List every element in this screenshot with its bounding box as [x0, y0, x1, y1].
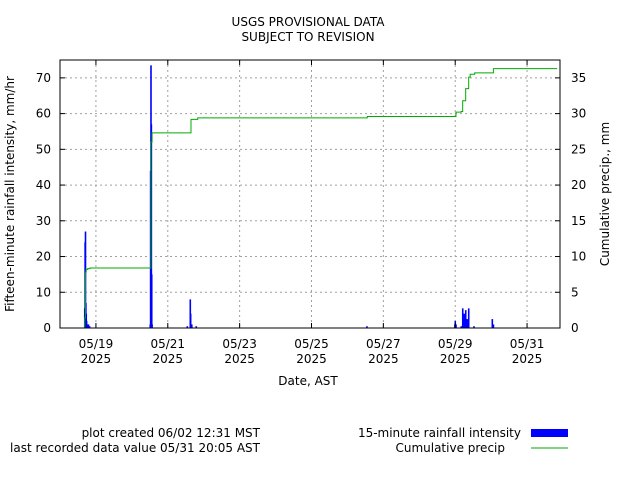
chart-title: USGS PROVISIONAL DATA	[232, 15, 386, 29]
intensity-bar	[366, 326, 368, 328]
x-tick-year-label: 2025	[224, 352, 255, 366]
y-axis-label: Fifteen-minute rainfall intensity, mm/hr	[3, 76, 17, 312]
chart-subtitle: SUBJECT TO REVISION	[241, 30, 374, 44]
intensity-bar	[151, 324, 153, 328]
y-tick-label: 70	[36, 71, 51, 85]
x-tick-label: 05/29	[438, 337, 473, 351]
y2-tick-label: 25	[571, 142, 586, 156]
intensity-bar	[195, 326, 198, 328]
intensity-bar	[492, 324, 495, 328]
intensity-bars	[83, 65, 495, 329]
x-tick-label: 05/25	[294, 337, 329, 351]
intensity-bar	[86, 324, 89, 328]
plot-frame	[59, 59, 561, 329]
x-tick-year-label: 2025	[81, 352, 112, 366]
x-axis-ticks: 05/19202505/21202505/23202505/25202505/2…	[79, 60, 545, 366]
legend-intensity-label: 15-minute rainfall intensity	[358, 426, 521, 440]
y2-axis-label: Cumulative precip., mm	[598, 122, 612, 266]
y-tick-label: 10	[36, 285, 51, 299]
intensity-bar	[87, 324, 90, 328]
x-tick-label: 05/23	[222, 337, 257, 351]
intensity-bar	[464, 310, 467, 328]
last-recorded-note: last recorded data value 05/31 20:05 AST	[10, 441, 261, 455]
y-tick-label: 50	[36, 142, 51, 156]
intensity-bar	[189, 313, 192, 328]
y2-tick-label: 35	[571, 71, 586, 85]
intensity-bar	[455, 324, 457, 328]
intensity-bar	[190, 324, 193, 328]
x-tick-label: 05/27	[366, 337, 401, 351]
left-axis-ticks: 0 10 20 30 40 50 60 70	[36, 71, 65, 335]
grid-lines	[60, 60, 560, 328]
y-tick-label: 60	[36, 107, 51, 121]
y2-tick-label: 0	[571, 321, 579, 335]
x-tick-label: 05/31	[510, 337, 545, 351]
x-tick-label: 05/19	[79, 337, 114, 351]
intensity-bar	[150, 274, 153, 328]
intensity-bar	[463, 313, 466, 328]
intensity-bar	[460, 326, 463, 328]
intensity-bar	[88, 326, 91, 328]
y2-tick-label: 30	[571, 107, 586, 121]
intensity-bar	[491, 319, 494, 328]
x-tick-year-label: 2025	[368, 352, 399, 366]
y-tick-label: 30	[36, 214, 51, 228]
legend-intensity-swatch	[531, 429, 568, 437]
intensity-bar	[186, 326, 189, 328]
y-tick-label: 0	[43, 321, 51, 335]
y2-tick-label: 10	[571, 250, 586, 264]
intensity-bar	[473, 326, 475, 328]
y2-tick-label: 5	[571, 285, 579, 299]
intensity-bar	[466, 319, 469, 328]
intensity-bar	[461, 308, 464, 328]
plot-created-note: plot created 06/02 12:31 MST	[82, 426, 261, 440]
x-tick-year-label: 2025	[153, 352, 184, 366]
intensity-bar	[467, 308, 470, 328]
x-tick-year-label: 2025	[440, 352, 471, 366]
legend-cumulative-label: Cumulative precip	[395, 441, 505, 455]
x-tick-label: 05/21	[150, 337, 185, 351]
x-axis-label: Date, AST	[278, 374, 338, 388]
cumulative-precip-line	[83, 68, 558, 329]
y-tick-label: 40	[36, 178, 51, 192]
y-tick-label: 20	[36, 250, 51, 264]
y2-tick-label: 20	[571, 178, 586, 192]
right-axis-ticks: 0 5 10 15 20 25 30 35	[555, 71, 586, 335]
x-tick-year-label: 2025	[296, 352, 327, 366]
x-tick-year-label: 2025	[512, 352, 543, 366]
y2-tick-label: 15	[571, 214, 586, 228]
